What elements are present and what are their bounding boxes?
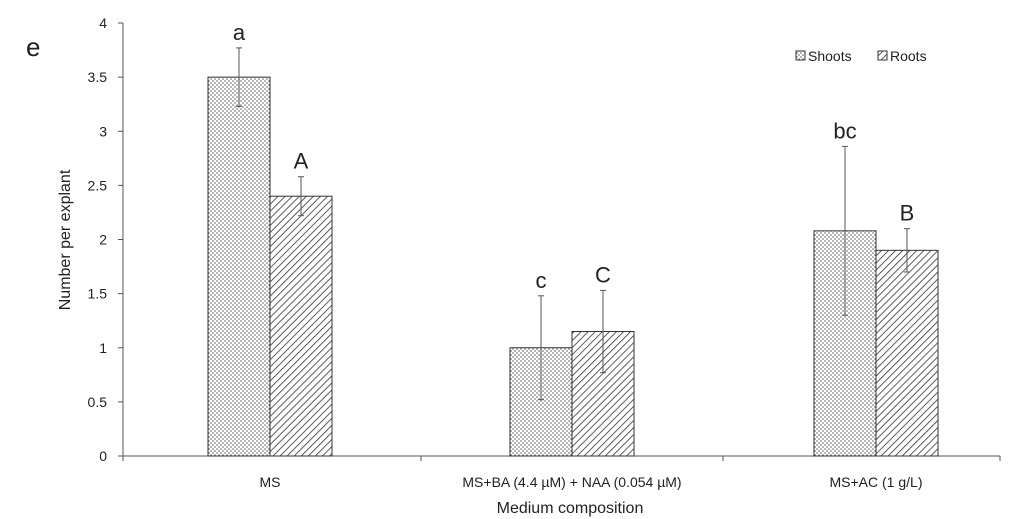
y-tick-label: 1.5 — [88, 286, 108, 302]
x-axis-title: Medium composition — [497, 500, 644, 517]
y-tick-label: 1 — [99, 340, 107, 356]
x-tick-label: MS — [260, 474, 281, 490]
y-tick-label: 0 — [99, 448, 107, 464]
legend-label-shoots: Shoots — [808, 48, 852, 64]
y-axis-title: Number per explant — [57, 169, 74, 310]
axes: 0 0.5 1 1.5 2 2.5 3 3.5 4 MS MS+BA (4.4 µM) + NAA … — [88, 15, 1001, 490]
significance-label: c — [536, 268, 547, 293]
legend-swatch-shoots — [795, 50, 806, 61]
significance-label: B — [900, 201, 915, 226]
y-tick-label: 2.5 — [88, 177, 108, 193]
legend: Shoots Roots — [795, 48, 927, 64]
significance-label: bc — [833, 118, 856, 143]
legend-swatch-roots — [877, 50, 888, 61]
y-tick-label: 3.5 — [88, 69, 108, 85]
panel-label: e — [26, 32, 40, 62]
x-tick-label: MS+AC (1 g/L) — [830, 474, 923, 490]
y-tick-label: 0.5 — [88, 394, 108, 410]
y-tick-label: 4 — [99, 15, 107, 31]
legend-label-roots: Roots — [890, 48, 927, 64]
y-tick-label: 3 — [99, 123, 107, 139]
error-bars — [236, 47, 910, 401]
x-tick-label: MS+BA (4.4 µM) + NAA (0.054 µM) — [462, 474, 681, 490]
bars — [207, 76, 939, 457]
significance-label: A — [294, 149, 309, 174]
significance-label: C — [595, 262, 611, 287]
bar-shoots — [207, 76, 271, 457]
significance-labels: a c bc A C B — [233, 20, 914, 293]
significance-label: a — [233, 20, 246, 45]
bar-roots — [875, 249, 939, 457]
y-tick-label: 2 — [99, 232, 107, 248]
bar-roots — [269, 195, 333, 457]
